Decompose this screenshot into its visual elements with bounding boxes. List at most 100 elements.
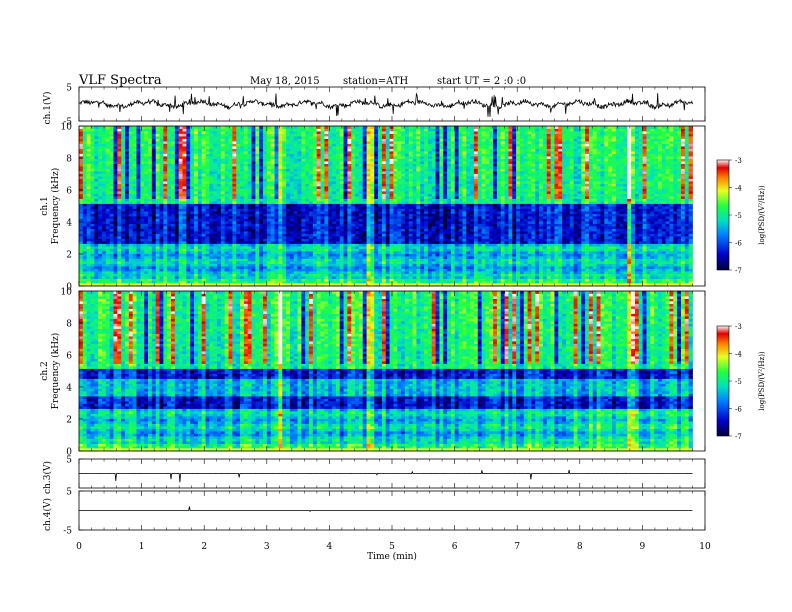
ch1-cell — [496, 248, 502, 252]
ch1-cell — [631, 211, 636, 214]
ch1-cell — [86, 281, 91, 284]
ch1-cell — [347, 238, 352, 242]
ch1-cell — [661, 268, 667, 272]
ch1-cell — [389, 231, 394, 234]
ch1-cell — [201, 263, 206, 267]
ch1-cell — [151, 258, 157, 262]
ch1-cell — [650, 231, 655, 234]
ch1-cell — [535, 268, 540, 272]
ch1-cell — [324, 208, 329, 212]
ch1-cell — [205, 223, 210, 227]
ch1-cell — [447, 278, 452, 282]
ch1-cell — [447, 231, 452, 234]
ch1-cell — [278, 273, 283, 277]
ch1-cell — [328, 273, 333, 277]
ch1-cell — [366, 211, 371, 214]
ch1-cell — [347, 261, 352, 264]
ch1-cell — [174, 236, 180, 239]
ch1-cell — [585, 261, 590, 264]
ch1-cell — [117, 228, 122, 232]
ch1-cell — [627, 278, 632, 282]
ch1-cell — [163, 261, 168, 264]
ch1-cell — [255, 213, 260, 217]
ch1-cell — [167, 248, 172, 252]
ch1-cell — [263, 273, 268, 277]
ch1-cell — [197, 261, 203, 264]
ch1-cell — [167, 208, 172, 212]
ch1-cell — [500, 243, 505, 247]
ch1-cell — [485, 273, 490, 277]
ch1-cell — [347, 273, 352, 277]
ch1-cell — [473, 236, 479, 239]
ch1-cell — [531, 276, 536, 279]
ch1-cell — [657, 271, 663, 274]
ch1-cell — [677, 231, 682, 234]
ch1-cell — [412, 226, 417, 229]
ch1-cell — [577, 243, 582, 247]
ch1-cell — [328, 251, 333, 254]
ch1-cell — [286, 238, 291, 242]
ch1-cell — [558, 263, 563, 267]
ch1-cell — [416, 276, 421, 279]
ch1-cell — [680, 246, 686, 249]
ch1-cell — [588, 216, 594, 219]
ch1-cell — [665, 221, 670, 224]
ch1-cell — [324, 238, 329, 242]
ch1-cell — [370, 228, 375, 232]
ch1-cell — [523, 236, 528, 239]
ch1-cell — [374, 223, 379, 227]
ch1-cell — [470, 256, 475, 259]
ch1-cell — [236, 278, 241, 282]
ch1-cell — [86, 223, 91, 227]
ch1-cell — [159, 263, 164, 267]
ch1-cell — [90, 208, 95, 212]
ch1-cell — [163, 233, 168, 237]
ch1-cell — [263, 263, 268, 267]
ch1-cell — [577, 271, 582, 274]
ch1-cell — [109, 278, 114, 282]
ch1-cell — [462, 276, 467, 279]
ch1-cell — [335, 221, 341, 224]
ch1-cell — [627, 256, 632, 259]
ch1-cell — [144, 268, 149, 272]
ch1-cell — [301, 228, 306, 232]
ch1-cell — [450, 238, 456, 242]
ch1-cell — [531, 261, 536, 264]
ch1-cell — [389, 258, 394, 262]
ch1-cell — [113, 276, 118, 279]
ch1-cell — [297, 243, 302, 247]
ch1-cell — [163, 263, 168, 267]
ch1-cell — [362, 261, 367, 264]
ch1-cell — [646, 261, 651, 264]
ch1-cell — [565, 263, 571, 267]
ch1-cell — [477, 231, 482, 234]
ch1-cell — [473, 228, 479, 232]
ch1-cell — [335, 208, 341, 212]
ch1-cell — [431, 248, 436, 252]
ch1-cell — [121, 228, 126, 232]
ch1-cell — [650, 238, 655, 242]
ch1-cell — [320, 208, 325, 212]
ch1-cell — [477, 258, 482, 262]
ch1-cell — [516, 251, 521, 254]
ch1-cell — [416, 226, 421, 229]
ch1-cell — [496, 271, 502, 274]
ch1-cell — [332, 263, 337, 267]
ch1-cell — [531, 251, 536, 254]
ch1-cell — [424, 233, 429, 237]
ch1-cell — [485, 246, 490, 249]
ch1-cell — [627, 226, 632, 229]
ch1-cell — [596, 241, 601, 244]
ch1-cell — [657, 211, 663, 214]
ch1-cell — [197, 208, 203, 212]
ch1-cell — [113, 281, 118, 284]
ch1-cell — [435, 258, 440, 262]
ch1-cell — [500, 218, 505, 222]
ch1-cell — [90, 241, 95, 244]
ch1-cell — [378, 256, 383, 259]
ch1-cell — [470, 251, 475, 254]
ch1-cell — [581, 223, 586, 227]
ch1-cell — [286, 258, 291, 262]
ch1-cell — [412, 251, 417, 254]
ch1-cell — [638, 273, 644, 277]
